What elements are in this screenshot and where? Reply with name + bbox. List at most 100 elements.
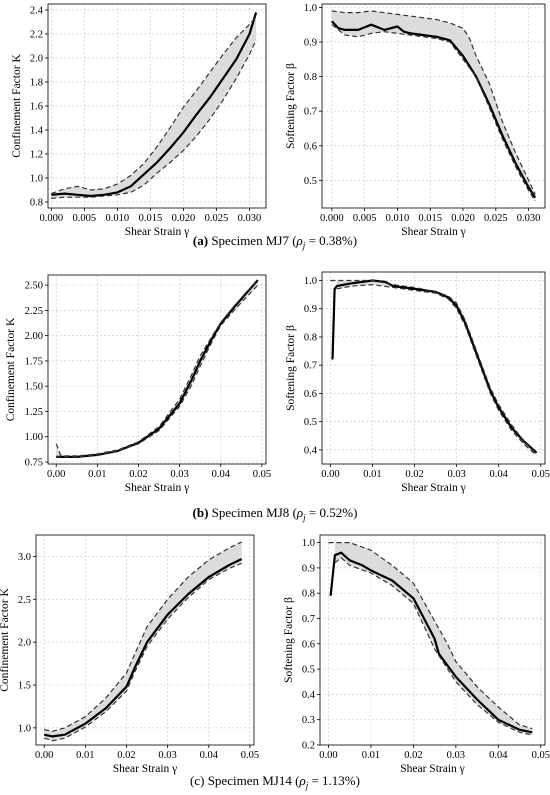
x-tick-label: 0.020 <box>172 213 196 224</box>
y-tick-label: 2.5 <box>18 595 31 606</box>
caption-b-rho: 0.52% <box>319 505 354 520</box>
y-tick-label: 1.0 <box>304 3 317 14</box>
caption-a-label: (a) <box>192 233 209 248</box>
y-tick-label: 1.4 <box>30 126 44 137</box>
x-tick-label: 0.03 <box>158 750 176 761</box>
y-tick-label: 2.0 <box>30 54 43 65</box>
x-axis-label: Shear Strain γ <box>125 482 190 494</box>
x-tick-label: 0.01 <box>88 469 106 480</box>
y-tick-label: 0.6 <box>304 389 317 400</box>
y-tick-label: 1.0 <box>18 723 31 734</box>
y-tick-label: 1.2 <box>30 150 43 161</box>
plot-frame <box>319 534 546 746</box>
series-mean-line <box>331 20 537 199</box>
y-tick-label: 1.8 <box>30 78 43 89</box>
x-tick-label: 0.000 <box>39 213 63 224</box>
y-tick-label: 3.0 <box>18 552 31 563</box>
caption-a-text: Specimen MJ7 <box>211 233 289 248</box>
x-tick-label: 0.030 <box>238 213 262 224</box>
y-tick-label: 0.8 <box>30 198 43 209</box>
y-tick-label: 0.9 <box>304 304 317 315</box>
chart-mj14-softening-factor: 0.00 0.01 0.02 0.03 0.04 0.05 0.2 0.3 0.4 0.5 0.6 0… <box>283 534 550 775</box>
x-tick-label: 0.000 <box>320 213 344 224</box>
x-axis-label: Shear Strain γ <box>113 763 178 775</box>
y-axis-label: Softening Factor β <box>285 325 297 411</box>
caption-c-rho: 1.13% <box>322 773 356 788</box>
y-tick-label: 0.4 <box>304 445 318 456</box>
x-tick-label: 0.030 <box>517 213 541 224</box>
y-tick-label: 1.0 <box>302 538 315 549</box>
y-tick-label: 0.6 <box>302 639 315 650</box>
y-tick-label: 1.0 <box>304 276 317 287</box>
grid <box>322 272 545 464</box>
x-tick-label: 0.015 <box>418 213 442 224</box>
y-tick-label: 0.9 <box>302 563 315 574</box>
confidence-band <box>51 17 257 199</box>
x-tick-label: 0.00 <box>321 469 339 480</box>
x-tick-label: 0.05 <box>532 469 550 480</box>
x-tick-label: 0.00 <box>47 469 65 480</box>
y-tick-label: 0.6 <box>304 141 317 152</box>
plot-frame <box>35 534 255 746</box>
grid <box>48 275 266 464</box>
y-tick-label: 0.7 <box>302 614 315 625</box>
y-tick-label: 2.00 <box>25 331 43 342</box>
confidence-band <box>331 10 536 202</box>
y-tick-label: 1.00 <box>25 432 43 443</box>
y-tick-label: 0.75 <box>25 457 43 468</box>
chart-mj14-confinement-factor: 0.00 0.01 0.02 0.03 0.04 0.05 1.0 1.5 2.0 2.5 3.0 S… <box>0 534 259 775</box>
confidence-band <box>336 280 537 456</box>
series-lower-line <box>334 557 533 736</box>
x-tick-label: 0.02 <box>129 469 147 480</box>
y-axis-label: Softening Factor β <box>283 597 295 683</box>
y-tick-label: 1.75 <box>25 356 43 367</box>
x-tick-label: 0.04 <box>212 469 231 480</box>
chart-mj7-softening-factor: 0.000 0.005 0.010 0.015 0.020 0.025 0.030 0.5 0.… <box>285 3 546 238</box>
x-tick-label: 0.04 <box>489 750 508 761</box>
y-axis-label: Confinement Factor K <box>11 54 23 158</box>
plot-frame <box>321 271 546 465</box>
series-upper-line <box>51 16 257 195</box>
x-tick-label: 0.01 <box>76 750 94 761</box>
chart-mj8-confinement-factor: 0.00 0.01 0.02 0.03 0.04 0.05 0.75 1.00 1.25 1.50… <box>5 274 271 494</box>
caption-c-label: (c) <box>190 773 205 788</box>
caption-c-text: Specimen MJ14 <box>207 773 292 788</box>
caption-b: (b) Specimen MJ8 (ρj = 0.52%) <box>192 505 358 523</box>
y-tick-label: 0.7 <box>304 361 317 372</box>
plot-frame <box>47 274 267 465</box>
series-lower-line <box>44 562 242 742</box>
caption-a: (a) Specimen MJ7 (ρj = 0.38%) <box>192 233 358 251</box>
y-tick-label: 0.5 <box>304 417 317 428</box>
caption-b-text: Specimen MJ8 <box>211 505 290 520</box>
y-tick-label: 0.5 <box>302 665 315 676</box>
x-tick-label: 0.02 <box>404 750 422 761</box>
x-tick-label: 0.03 <box>447 469 465 480</box>
y-tick-label: 0.5 <box>304 176 317 187</box>
x-tick-label: 0.025 <box>484 213 508 224</box>
series-mean-line <box>43 558 243 738</box>
y-tick-label: 0.4 <box>302 690 316 701</box>
y-axis-label: Softening Factor β <box>285 63 297 149</box>
x-tick-label: 0.03 <box>447 750 465 761</box>
confidence-band <box>44 541 242 741</box>
x-tick-label: 0.00 <box>319 750 337 761</box>
y-tick-label: 2.4 <box>30 6 44 17</box>
x-tick-label: 0.03 <box>170 469 188 480</box>
series-upper-line <box>330 279 538 455</box>
y-tick-label: 2.0 <box>18 638 31 649</box>
y-tick-label: 1.0 <box>30 174 43 185</box>
x-tick-label: 0.01 <box>362 750 380 761</box>
series-lower-line <box>331 24 536 202</box>
x-tick-label: 0.00 <box>35 750 53 761</box>
series-upper-line <box>328 541 533 730</box>
x-tick-label: 0.005 <box>353 213 377 224</box>
caption-c: (c) Specimen MJ14 (ρj = 1.13%) <box>190 773 360 791</box>
x-tick-label: 0.010 <box>386 213 410 224</box>
x-tick-label: 0.05 <box>253 469 271 480</box>
x-axis-label: Shear Strain γ <box>401 226 466 238</box>
grid <box>48 4 266 208</box>
y-tick-label: 1.25 <box>25 407 43 418</box>
y-tick-label: 2.25 <box>25 306 43 317</box>
plot-frame <box>321 3 546 209</box>
